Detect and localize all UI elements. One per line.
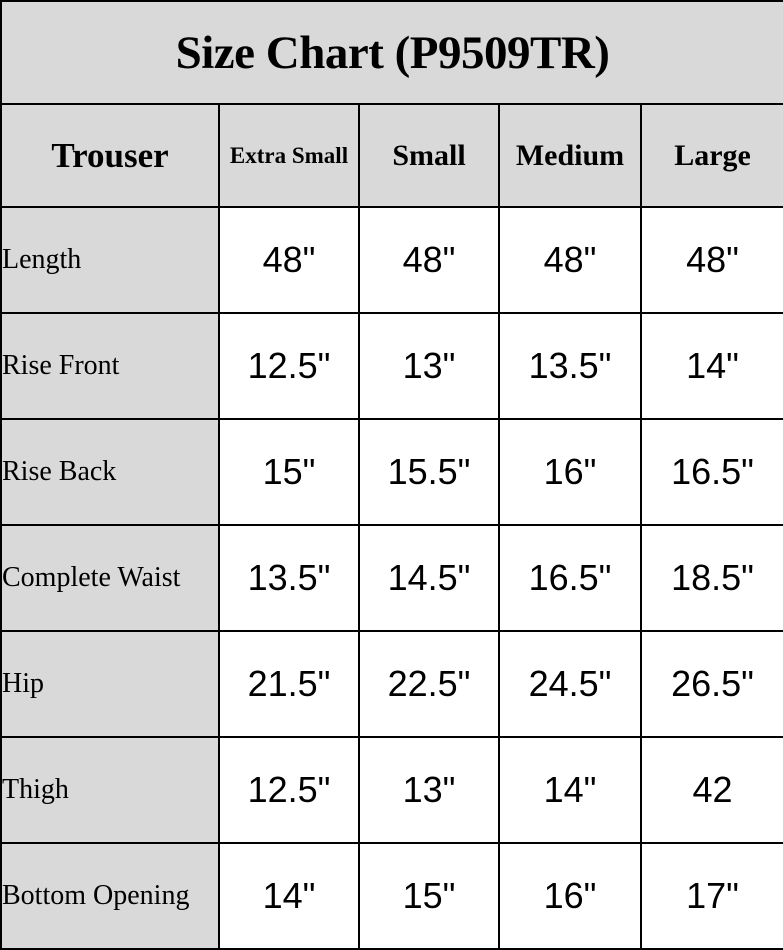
value-cell: 18.5" bbox=[639, 524, 783, 632]
value-cell: 48" bbox=[639, 206, 783, 314]
value-cell: 48" bbox=[498, 206, 642, 314]
col-header-extra-small: Extra Small bbox=[218, 103, 360, 208]
table-row-bottom-opening: Bottom Opening 14" 15" 16" 17" bbox=[0, 842, 783, 950]
table-row-hip: Hip 21.5" 22.5" 24.5" 26.5" bbox=[0, 630, 783, 738]
value-cell: 16.5" bbox=[639, 418, 783, 526]
title-row: Size Chart (P9509TR) bbox=[0, 0, 783, 105]
value-cell: 16" bbox=[498, 842, 642, 950]
row-label: Length bbox=[0, 206, 220, 314]
value-cell: 22.5" bbox=[358, 630, 500, 738]
table-row-rise-back: Rise Back 15" 15.5" 16" 16.5" bbox=[0, 418, 783, 526]
col-header-small: Small bbox=[358, 103, 500, 208]
table-row-length: Length 48" 48" 48" 48" bbox=[0, 206, 783, 314]
value-cell: 14" bbox=[498, 736, 642, 844]
row-label: Bottom Opening bbox=[0, 842, 220, 950]
value-cell: 21.5" bbox=[218, 630, 360, 738]
value-cell: 14.5" bbox=[358, 524, 500, 632]
value-cell: 13" bbox=[358, 736, 500, 844]
value-cell: 16" bbox=[498, 418, 642, 526]
col-header-medium: Medium bbox=[498, 103, 642, 208]
col-header-large: Large bbox=[639, 103, 783, 208]
value-cell: 13" bbox=[358, 312, 500, 420]
value-cell: 26.5" bbox=[639, 630, 783, 738]
value-cell: 15.5" bbox=[358, 418, 500, 526]
value-cell: 12.5" bbox=[218, 312, 360, 420]
row-label: Rise Back bbox=[0, 418, 220, 526]
value-cell: 15" bbox=[358, 842, 500, 950]
value-cell: 48" bbox=[218, 206, 360, 314]
value-cell: 24.5" bbox=[498, 630, 642, 738]
header-row: Trouser Extra Small Small Medium Large bbox=[0, 103, 783, 208]
value-cell: 17" bbox=[639, 842, 783, 950]
value-cell: 14" bbox=[218, 842, 360, 950]
value-cell: 16.5" bbox=[498, 524, 642, 632]
value-cell: 15" bbox=[218, 418, 360, 526]
value-cell: 12.5" bbox=[218, 736, 360, 844]
table-row-rise-front: Rise Front 12.5" 13" 13.5" 14" bbox=[0, 312, 783, 420]
value-cell: 48" bbox=[358, 206, 500, 314]
table-row-complete-waist: Complete Waist 13.5" 14.5" 16.5" 18.5" bbox=[0, 524, 783, 632]
corner-header-trouser: Trouser bbox=[0, 103, 220, 208]
value-cell: 13.5" bbox=[498, 312, 642, 420]
row-label: Hip bbox=[0, 630, 220, 738]
chart-title: Size Chart (P9509TR) bbox=[0, 0, 783, 105]
row-label: Thigh bbox=[0, 736, 220, 844]
value-cell: 42 bbox=[639, 736, 783, 844]
value-cell: 14" bbox=[639, 312, 783, 420]
row-label: Rise Front bbox=[0, 312, 220, 420]
row-label: Complete Waist bbox=[0, 524, 220, 632]
table-row-thigh: Thigh 12.5" 13" 14" 42 bbox=[0, 736, 783, 844]
value-cell: 13.5" bbox=[218, 524, 360, 632]
